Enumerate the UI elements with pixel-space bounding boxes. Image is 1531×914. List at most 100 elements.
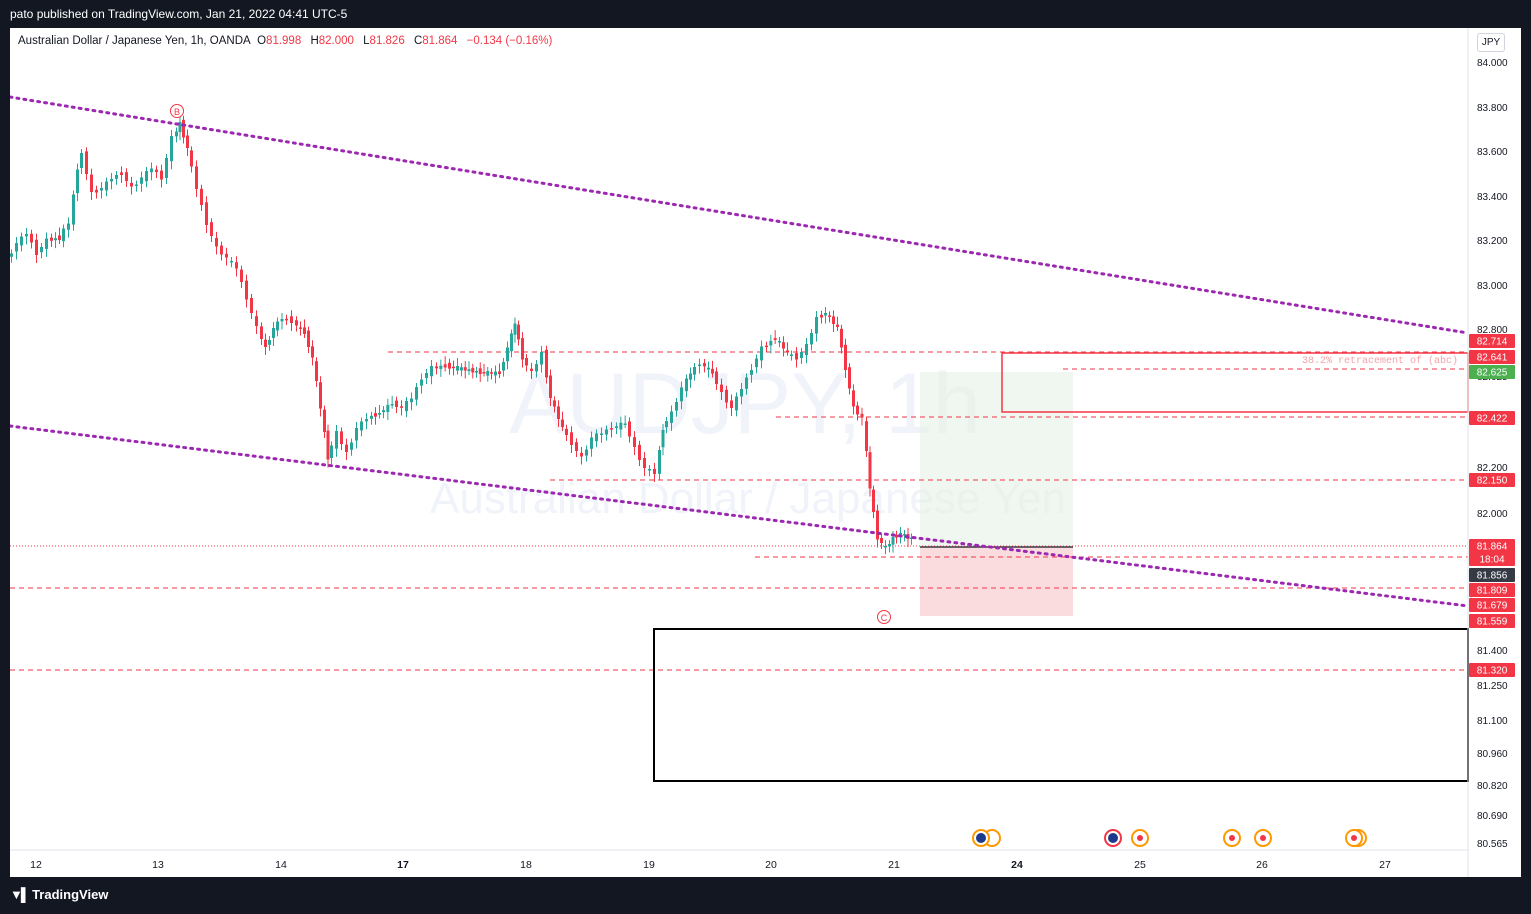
event-dot-icon-4[interactable] — [1345, 829, 1367, 847]
candle — [844, 338, 847, 378]
candle — [115, 171, 118, 185]
long-position-profit-zone[interactable] — [920, 372, 1073, 547]
candle — [195, 160, 198, 197]
candle — [490, 368, 493, 380]
candle — [848, 363, 851, 395]
svg-text:18:04: 18:04 — [1479, 555, 1504, 566]
lower-trendline[interactable] — [10, 424, 1470, 608]
candle — [382, 406, 385, 419]
candle — [498, 363, 501, 378]
candle — [435, 362, 438, 375]
candle — [865, 417, 868, 457]
event-flag-icon-au-1[interactable] — [972, 829, 1001, 847]
candle — [125, 168, 128, 187]
candle — [760, 340, 763, 369]
high-value: 82.000 — [318, 35, 354, 47]
target-zone-box[interactable] — [653, 628, 1469, 782]
candle — [836, 316, 839, 331]
price-badge: 82.714 — [1469, 334, 1515, 348]
candle — [386, 398, 390, 421]
candle — [45, 232, 48, 257]
candle — [62, 224, 65, 248]
candle — [135, 180, 138, 192]
tradingview-logo[interactable]: ▼▌ TradingView — [10, 887, 108, 902]
candle — [374, 407, 377, 425]
event-dot-icon-2[interactable] — [1223, 829, 1241, 847]
candle — [295, 316, 298, 332]
candle — [345, 438, 348, 460]
time-tick-label: 17 — [397, 859, 409, 871]
candle — [190, 146, 193, 173]
time-tick-label: 25 — [1134, 859, 1146, 871]
candle — [170, 130, 173, 170]
candle — [365, 413, 368, 430]
candle — [595, 429, 598, 448]
candle — [840, 324, 843, 354]
brand-name: TradingView — [32, 887, 109, 902]
candle — [486, 367, 490, 382]
price-badge: 82.422 — [1469, 411, 1515, 425]
time-tick-label: 26 — [1256, 859, 1268, 871]
candle — [693, 363, 696, 381]
candle — [307, 326, 310, 353]
price-badge: 18:04 — [1469, 552, 1515, 566]
candle — [730, 394, 733, 416]
event-dot-icon-3[interactable] — [1254, 829, 1272, 847]
wave-label-c[interactable]: C — [877, 610, 891, 624]
candle — [140, 171, 143, 192]
candle — [600, 427, 603, 443]
candle — [778, 337, 781, 348]
price-tick-label: 80.960 — [1477, 749, 1508, 760]
time-tick-label: 27 — [1379, 859, 1391, 871]
candle — [585, 445, 588, 462]
chart-canvas[interactable]: AUDJPY, 1h Australian Dollar / Japanese … — [10, 28, 1521, 877]
svg-text:81.809: 81.809 — [1477, 586, 1508, 597]
event-dot-icon-1[interactable] — [1131, 829, 1149, 847]
candlestick-series[interactable] — [10, 115, 913, 555]
candle — [276, 317, 279, 337]
symbol-title[interactable]: Australian Dollar / Japanese Yen, 1h, OA… — [18, 35, 251, 47]
time-axis[interactable]: 12 13 14 17 18 19 20 21 24 25 26 27 — [30, 859, 1391, 871]
candle — [355, 422, 358, 449]
price-badge: 81.559 — [1469, 614, 1515, 628]
chart-pane[interactable]: AUDJPY, 1h Australian Dollar / Japanese … — [10, 28, 1521, 877]
candle — [200, 184, 203, 211]
price-tick-label: 83.000 — [1477, 281, 1508, 292]
upper-trendline[interactable] — [10, 95, 1470, 335]
currency-button[interactable]: JPY — [1477, 33, 1505, 52]
candle — [50, 233, 53, 247]
candle — [685, 374, 688, 398]
horizontal-levels[interactable] — [10, 351, 1468, 671]
candle — [100, 182, 103, 199]
candle — [105, 177, 108, 197]
candle — [10, 249, 13, 263]
price-axis[interactable]: 84.000 83.800 83.600 83.400 83.200 83.000 82.8… — [1477, 58, 1508, 850]
candle — [888, 540, 891, 553]
price-badge: 81.320 — [1469, 663, 1515, 677]
candle — [628, 417, 631, 443]
svg-text:81.679: 81.679 — [1477, 601, 1508, 612]
candle — [535, 360, 538, 378]
candle — [665, 417, 668, 434]
svg-text:82.625: 82.625 — [1477, 368, 1508, 379]
candle — [85, 147, 88, 180]
candle — [868, 446, 872, 497]
candle — [95, 185, 98, 199]
open-label: O — [257, 35, 267, 47]
wave-label-b[interactable]: B — [170, 104, 184, 118]
candle — [525, 354, 528, 372]
candle — [735, 392, 738, 417]
svg-text:C: C — [881, 613, 888, 623]
candle — [478, 362, 482, 382]
candle — [220, 241, 223, 261]
economic-events[interactable] — [972, 829, 1367, 847]
candle — [160, 164, 163, 188]
price-tick-label: 84.000 — [1477, 58, 1508, 69]
candle — [698, 358, 701, 374]
candle — [872, 485, 875, 518]
event-flag-icon-au-2[interactable] — [1104, 829, 1122, 847]
candle — [120, 166, 123, 183]
long-position-loss-zone[interactable] — [920, 547, 1073, 616]
candle — [439, 359, 443, 377]
candle — [740, 383, 743, 405]
